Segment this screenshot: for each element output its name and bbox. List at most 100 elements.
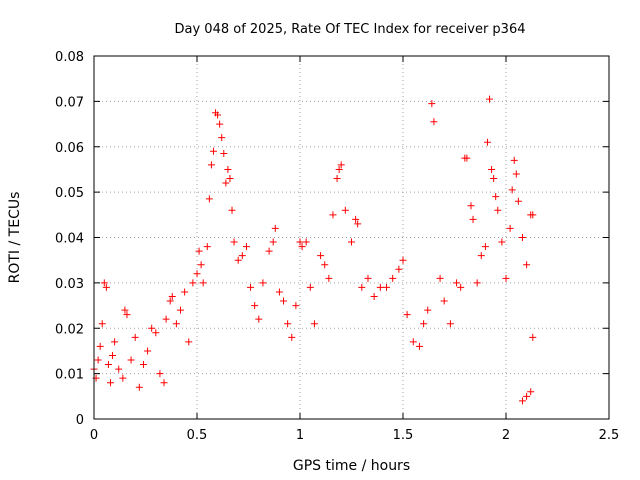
data-point xyxy=(512,170,520,178)
data-point xyxy=(148,324,156,332)
data-point xyxy=(94,356,102,364)
data-point xyxy=(172,320,180,328)
data-point xyxy=(358,283,366,291)
data-point xyxy=(160,379,168,387)
data-point xyxy=(481,243,489,251)
data-point xyxy=(428,100,436,108)
data-point xyxy=(139,361,147,369)
data-point xyxy=(269,238,277,246)
data-point xyxy=(518,397,526,405)
data-point xyxy=(341,206,349,214)
data-point xyxy=(486,95,494,103)
y-tick-label: 0.03 xyxy=(55,277,84,292)
data-point xyxy=(284,320,292,328)
data-point xyxy=(288,333,296,341)
data-point xyxy=(490,175,498,183)
data-point xyxy=(162,315,170,323)
data-point xyxy=(523,392,531,400)
data-point xyxy=(207,161,215,169)
data-point xyxy=(529,333,537,341)
data-point xyxy=(115,365,123,373)
data-point xyxy=(197,261,205,269)
data-point xyxy=(430,118,438,126)
data-point xyxy=(181,288,189,296)
data-point xyxy=(205,195,213,203)
data-point xyxy=(271,224,279,232)
y-tick-label: 0.01 xyxy=(55,368,84,383)
chart-title: Day 048 of 2025, Rate Of TEC Index for r… xyxy=(175,22,526,37)
data-point xyxy=(364,274,372,282)
data-point xyxy=(177,306,185,314)
data-point xyxy=(329,211,337,219)
data-point xyxy=(280,297,288,305)
data-point xyxy=(152,329,160,337)
data-point xyxy=(298,243,306,251)
data-point xyxy=(193,270,201,278)
data-point xyxy=(242,243,250,251)
data-point xyxy=(467,202,475,210)
data-point xyxy=(317,252,325,260)
data-point xyxy=(102,283,110,291)
y-tick-label: 0.04 xyxy=(55,232,84,247)
data-point xyxy=(195,247,203,255)
data-points xyxy=(90,95,537,405)
data-point xyxy=(265,247,273,255)
data-point xyxy=(216,120,224,128)
data-point xyxy=(469,215,477,223)
data-point xyxy=(523,261,531,269)
data-point xyxy=(409,338,417,346)
data-point xyxy=(395,265,403,273)
data-point xyxy=(494,206,502,214)
x-axis-title: GPS time / hours xyxy=(293,458,410,474)
data-point xyxy=(156,370,164,378)
y-axis-title: ROTI / TECUs xyxy=(7,192,23,284)
data-point xyxy=(234,256,242,264)
data-point xyxy=(302,238,310,246)
x-tick-label: 0 xyxy=(90,428,98,443)
data-point xyxy=(203,243,211,251)
data-point xyxy=(383,283,391,291)
data-point xyxy=(226,175,234,183)
data-point xyxy=(104,361,112,369)
x-tick-label: 1 xyxy=(296,428,304,443)
data-point xyxy=(168,292,176,300)
data-point xyxy=(106,379,114,387)
data-point xyxy=(119,374,127,382)
x-tick-label: 0.5 xyxy=(187,428,208,443)
grid-layer xyxy=(94,56,609,419)
data-point xyxy=(335,165,343,173)
data-point xyxy=(403,311,411,319)
data-point xyxy=(518,234,526,241)
data-point xyxy=(144,347,152,355)
data-point xyxy=(135,383,143,391)
data-point xyxy=(376,283,384,291)
data-point xyxy=(457,283,465,291)
data-point xyxy=(224,165,232,173)
axis-ticks: 0 0.5 1 1.5 2 2.5 0 0.01 0.02 0.03 0.04 0.05 0.06 0.0… xyxy=(55,50,619,443)
data-point xyxy=(230,238,238,246)
data-point xyxy=(220,150,228,158)
data-point xyxy=(111,338,119,346)
data-point xyxy=(354,220,362,228)
data-point xyxy=(127,356,135,364)
data-point xyxy=(121,306,129,314)
data-point xyxy=(247,283,255,291)
y-tick-label: 0.02 xyxy=(55,322,84,337)
data-point xyxy=(255,315,263,323)
data-point xyxy=(483,138,491,146)
data-point xyxy=(166,297,174,305)
data-point xyxy=(292,302,300,310)
data-point xyxy=(238,252,246,260)
y-tick-label: 0 xyxy=(76,413,84,428)
data-point xyxy=(222,179,230,187)
data-point xyxy=(506,224,514,232)
data-point xyxy=(527,388,535,396)
data-point xyxy=(492,193,500,201)
data-point xyxy=(310,320,318,328)
data-point xyxy=(510,156,518,164)
data-point xyxy=(488,165,496,173)
data-point xyxy=(436,274,444,282)
data-point xyxy=(98,320,106,328)
data-point xyxy=(251,302,259,310)
